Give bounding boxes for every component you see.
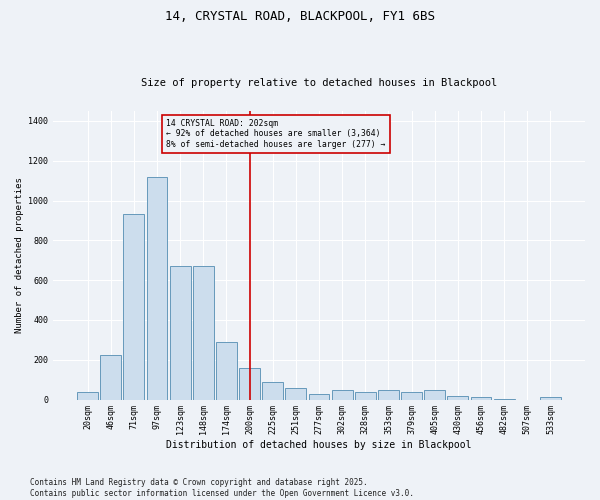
- Bar: [77, 392, 98, 400]
- Bar: [262, 382, 283, 400]
- Bar: [193, 266, 214, 400]
- Text: Contains HM Land Registry data © Crown copyright and database right 2025.
Contai: Contains HM Land Registry data © Crown c…: [30, 478, 414, 498]
- Bar: [355, 392, 376, 400]
- Bar: [332, 390, 353, 400]
- Bar: [494, 398, 515, 400]
- Bar: [170, 266, 191, 400]
- Bar: [448, 396, 468, 400]
- X-axis label: Distribution of detached houses by size in Blackpool: Distribution of detached houses by size …: [166, 440, 472, 450]
- Bar: [239, 368, 260, 400]
- Bar: [216, 342, 237, 400]
- Bar: [286, 388, 306, 400]
- Bar: [100, 355, 121, 400]
- Bar: [401, 392, 422, 400]
- Bar: [308, 394, 329, 400]
- Text: 14, CRYSTAL ROAD, BLACKPOOL, FY1 6BS: 14, CRYSTAL ROAD, BLACKPOOL, FY1 6BS: [165, 10, 435, 23]
- Bar: [470, 396, 491, 400]
- Bar: [540, 396, 561, 400]
- Bar: [424, 390, 445, 400]
- Bar: [124, 214, 145, 400]
- Title: Size of property relative to detached houses in Blackpool: Size of property relative to detached ho…: [141, 78, 497, 88]
- Text: 14 CRYSTAL ROAD: 202sqm
← 92% of detached houses are smaller (3,364)
8% of semi-: 14 CRYSTAL ROAD: 202sqm ← 92% of detache…: [166, 119, 386, 149]
- Y-axis label: Number of detached properties: Number of detached properties: [15, 178, 24, 333]
- Bar: [378, 390, 399, 400]
- Bar: [146, 176, 167, 400]
